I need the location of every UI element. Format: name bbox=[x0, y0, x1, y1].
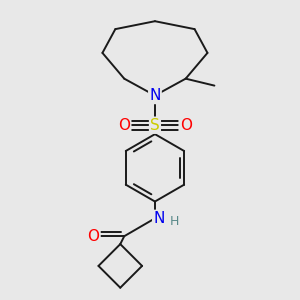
Text: H: H bbox=[170, 215, 179, 228]
Text: N: N bbox=[153, 211, 165, 226]
Text: N: N bbox=[149, 88, 161, 103]
Text: S: S bbox=[150, 118, 160, 133]
Text: O: O bbox=[180, 118, 192, 133]
Text: O: O bbox=[88, 229, 100, 244]
Text: O: O bbox=[118, 118, 130, 133]
